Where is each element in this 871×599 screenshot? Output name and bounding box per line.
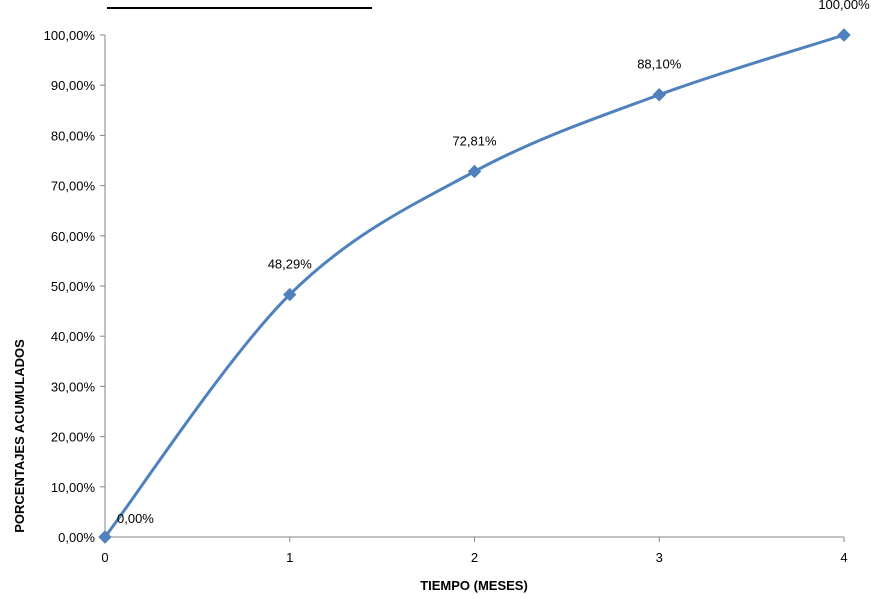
series-line-group — [98, 28, 851, 544]
x-axis: 0 1 2 3 4 — [101, 536, 848, 565]
y-tick-label: 30,00% — [51, 379, 96, 394]
y-tick-label: 80,00% — [51, 128, 96, 143]
data-point-marker — [837, 28, 851, 42]
data-point-marker — [283, 287, 297, 302]
data-point-marker — [467, 164, 482, 179]
x-tick-label: 3 — [656, 550, 663, 565]
y-tick-label: 50,00% — [51, 279, 96, 294]
y-tick-label: 40,00% — [51, 329, 96, 344]
data-label: 48,29% — [268, 257, 313, 272]
data-label: 100,00% — [818, 0, 870, 12]
data-label: 72,81% — [452, 133, 497, 148]
data-label: 88,10% — [637, 57, 682, 72]
data-label: 0,00% — [117, 511, 154, 526]
x-tick-label: 4 — [840, 550, 847, 565]
y-tick-label: 60,00% — [51, 229, 96, 244]
x-tick-label: 0 — [101, 550, 108, 565]
y-tick-label: 10,00% — [51, 480, 96, 495]
y-axis: 0,00% 10,00% 20,00% 30,00% 40,00% 50,00% 60,00… — [44, 28, 106, 545]
x-axis-title: TIEMPO (MESES) — [420, 578, 528, 593]
series-line — [103, 33, 846, 539]
x-tick-label: 2 — [471, 550, 478, 565]
y-tick-label: 90,00% — [51, 78, 96, 93]
data-labels: 0,00% 48,29% 72,81% 88,10% 100,00% — [117, 0, 870, 526]
y-axis-title: PORCENTAJES ACUMULADOS — [12, 339, 27, 533]
y-tick-label: 0,00% — [58, 530, 95, 545]
y-tick-label: 20,00% — [51, 430, 96, 445]
y-tick-label: 70,00% — [51, 179, 96, 194]
x-tick-label: 1 — [286, 550, 293, 565]
data-point-marker — [652, 88, 666, 102]
data-point-marker — [98, 530, 112, 544]
y-tick-label: 100,00% — [44, 28, 96, 43]
